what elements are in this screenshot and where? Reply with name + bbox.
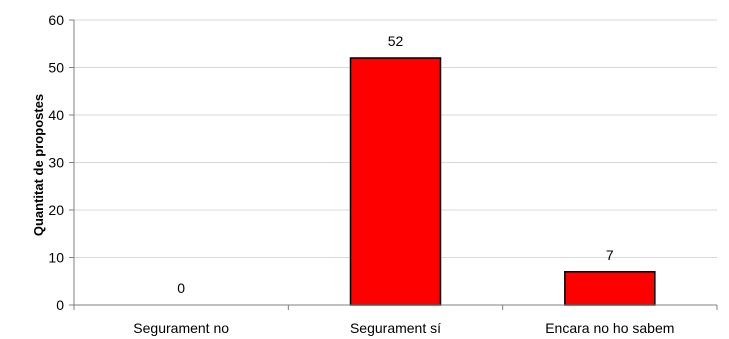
category-label: Segurament no	[133, 320, 229, 336]
y-tick-label: 40	[48, 107, 64, 123]
y-tick-label: 0	[56, 297, 64, 313]
y-tick-label: 20	[48, 202, 64, 218]
y-tick-label: 10	[48, 250, 64, 266]
y-axis-title: Quantitat de propostes	[31, 94, 46, 236]
data-label: 0	[177, 280, 185, 296]
y-tick-label: 50	[48, 60, 64, 76]
data-label: 7	[606, 247, 614, 263]
data-label: 52	[388, 33, 404, 49]
bar	[564, 271, 656, 306]
category-label: Segurament sí	[350, 320, 441, 336]
y-tick-labels: 0 10 20 30 40 50 60	[48, 12, 64, 313]
y-tick-label: 60	[48, 12, 64, 28]
bar	[349, 57, 442, 306]
bars	[349, 57, 656, 306]
data-labels: 0 52 7	[177, 33, 614, 296]
category-labels: Segurament no Segurament sí Encara no ho s…	[133, 320, 674, 336]
axes	[69, 19, 718, 310]
y-tick-label: 30	[48, 155, 64, 171]
category-label: Encara no ho sabem	[545, 320, 674, 336]
